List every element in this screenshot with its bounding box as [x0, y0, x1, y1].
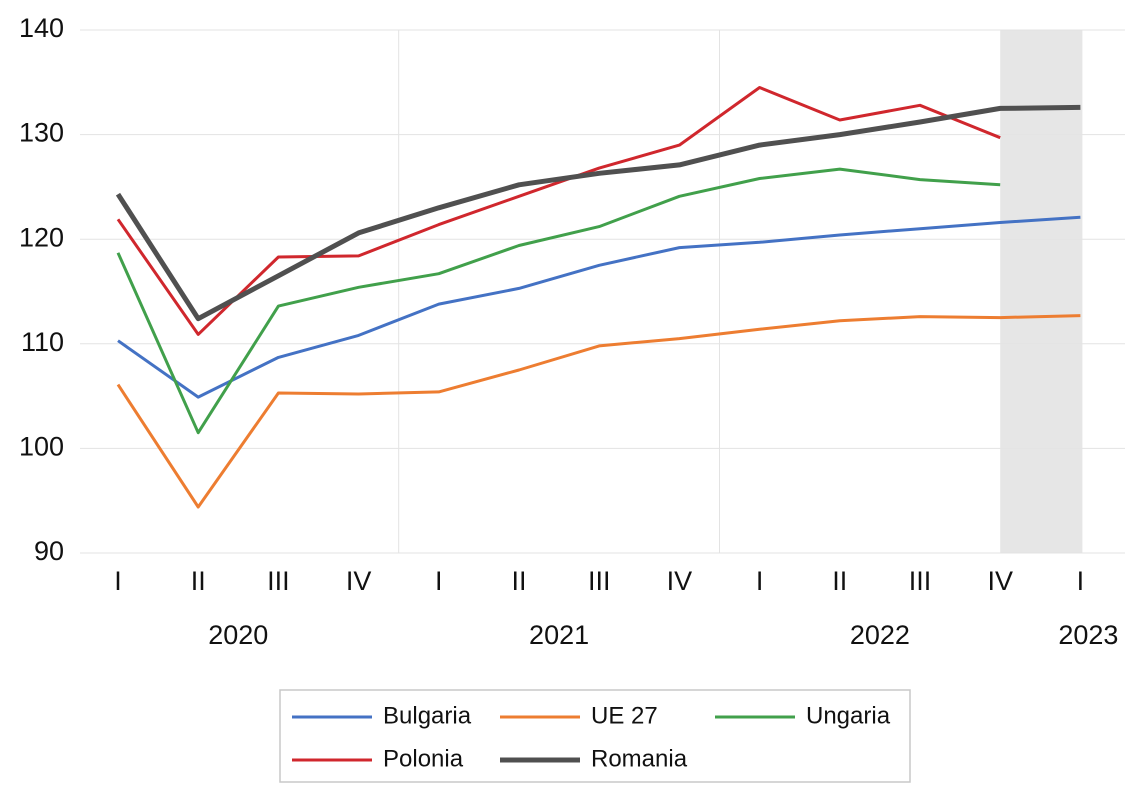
series-line — [115, 104, 1081, 322]
legend-box — [279, 689, 911, 783]
x-tick-label: I — [756, 566, 764, 596]
x-tick-label: II — [832, 566, 847, 596]
year-label: 2021 — [529, 620, 589, 650]
x-tick-label: I — [1077, 566, 1085, 596]
x-tick-label: IV — [667, 566, 693, 596]
x-tick-label: I — [114, 566, 122, 596]
y-tick-label: 110 — [21, 327, 64, 357]
highlight-band — [1000, 30, 1083, 553]
series-line — [116, 167, 1001, 435]
legend-label: Bulgaria — [383, 702, 472, 729]
x-tick-label: III — [909, 566, 932, 596]
legend-label: Romania — [591, 745, 688, 772]
x-tick-label: I — [435, 566, 443, 596]
y-tick-label: 120 — [19, 222, 64, 252]
year-label: 2022 — [850, 620, 910, 650]
year-label: 2020 — [208, 620, 268, 650]
x-tick-label: IV — [346, 566, 372, 596]
x-tick-label: III — [267, 566, 290, 596]
legend-label: Ungaria — [806, 702, 891, 729]
series-line — [116, 314, 1081, 509]
series-line — [116, 86, 1001, 336]
x-tick-label: II — [511, 566, 526, 596]
x-tick-label: II — [191, 566, 206, 596]
year-label: 2023 — [1058, 620, 1118, 650]
x-tick-label: IV — [987, 566, 1013, 596]
x-tick-label: III — [588, 566, 611, 596]
y-tick-label: 100 — [19, 432, 64, 462]
legend-label: UE 27 — [591, 702, 658, 729]
legend: Bulgaria UE 27 Ungaria Polonia Romania — [292, 702, 891, 772]
legend-label: Polonia — [383, 745, 464, 772]
series-line — [117, 215, 1081, 399]
y-tick-label: 130 — [19, 118, 64, 148]
y-tick-label: 140 — [19, 13, 64, 43]
y-tick-label: 90 — [34, 536, 64, 566]
